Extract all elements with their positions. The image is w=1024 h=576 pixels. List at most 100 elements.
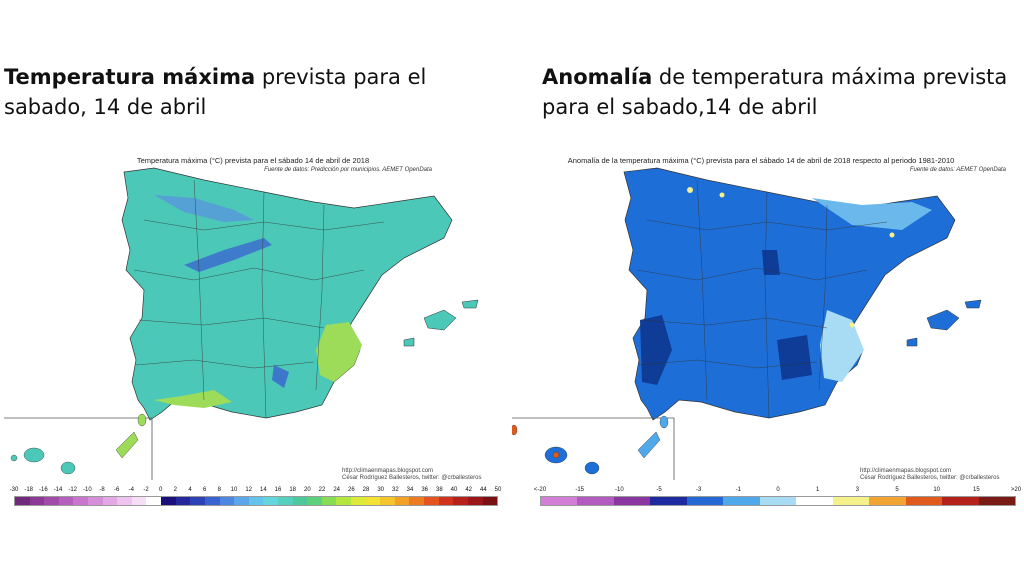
legend-tick-label: 14 xyxy=(259,487,267,493)
legend-swatch xyxy=(102,497,118,505)
legend-tick-label: 15 xyxy=(972,487,980,493)
balearic-menorca xyxy=(461,299,479,309)
light-region-east xyxy=(820,310,864,382)
dark-region-central xyxy=(762,250,780,275)
legend-swatch xyxy=(467,497,483,505)
legend-tick-label: 2 xyxy=(173,487,177,493)
balearic-mallorca xyxy=(926,309,960,331)
legend-tick-label: -2 xyxy=(143,487,149,493)
legend-tick-label: 4 xyxy=(188,487,192,493)
legend-tick-label: -30 xyxy=(9,487,19,493)
legend-tick-label: -3 xyxy=(695,487,702,493)
balearic-menorca xyxy=(964,299,982,309)
headline-left-bold: Temperatura máxima xyxy=(4,65,256,89)
legend-swatch xyxy=(29,497,45,505)
legend-swatch xyxy=(686,497,724,505)
legend-swatch xyxy=(759,497,797,505)
legend-tick-label: 26 xyxy=(347,487,355,493)
legend-tick-label: 0 xyxy=(158,487,163,493)
legend-tick-label: 1 xyxy=(815,487,820,493)
dark-region-west xyxy=(640,315,672,385)
right-map-credit-author: César Rodríguez Ballesteros, twitter: @c… xyxy=(860,475,1000,481)
anomaly-map-graphic xyxy=(512,167,982,480)
legend-tick-label: 38 xyxy=(435,487,443,493)
legend-swatch xyxy=(394,497,410,505)
legend-swatch xyxy=(453,497,468,505)
province-borders xyxy=(636,179,888,419)
legend-tick-label: 20 xyxy=(303,487,311,493)
anomaly-legend: <-20 -15 -10 -5 -3 -1 0 1 3 5 10 15 >20 xyxy=(534,487,1021,511)
legend-swatch xyxy=(942,497,979,505)
canary-islands xyxy=(512,415,669,475)
legend-tick-label: 36 xyxy=(421,487,428,493)
legend-tick-label: -18 xyxy=(24,487,33,493)
legend-tick-label: 10 xyxy=(230,487,238,493)
left-map-source: Fuente de datos: Predicción por municipi… xyxy=(264,167,432,173)
balearic-mallorca xyxy=(423,309,457,331)
light-region-northeast xyxy=(812,198,932,230)
legend-tick-label: -1 xyxy=(735,487,741,493)
legend-tick-label: 32 xyxy=(391,487,399,493)
headline-right-bold: Anomalía xyxy=(542,65,653,89)
cold-region-central xyxy=(184,238,272,272)
cold-region-north xyxy=(154,195,254,222)
legend-tick-label: -4 xyxy=(128,487,134,493)
max-temperature-legend-bar xyxy=(14,496,498,506)
legend-swatch xyxy=(796,497,833,505)
cold-region-southeast xyxy=(272,365,289,388)
legend-swatch xyxy=(832,497,870,505)
right-map-credit-url: http://climaenmapas.blogspot.com xyxy=(860,468,952,474)
legend-tick-label: 3 xyxy=(855,487,859,493)
max-temperature-map: Temperatura máxima (°C) prevista para el… xyxy=(4,150,502,505)
legend-tick-label: 8 xyxy=(217,487,221,493)
legend-tick-label: -12 xyxy=(68,487,77,493)
legend-tick-label: -5 xyxy=(656,487,662,493)
legend-swatch xyxy=(336,497,352,505)
legend-tick-label: -15 xyxy=(575,487,584,493)
legend-tick-label: -6 xyxy=(113,487,120,493)
peninsula-shape xyxy=(121,167,453,421)
legend-tick-label: -14 xyxy=(53,487,63,493)
legend-tick-label: 34 xyxy=(406,487,414,493)
province-borders xyxy=(133,179,385,419)
legend-swatch xyxy=(541,497,578,505)
right-map-source: Fuente de datos: AEMET OpenData xyxy=(909,167,1006,173)
legend-swatch xyxy=(905,497,943,505)
right-map-title: Anomalía de la temperatura máxima (°C) p… xyxy=(567,156,955,165)
legend-swatch xyxy=(409,497,425,505)
legend-swatch xyxy=(263,497,278,505)
headline-anomaly: Anomalía de temperatura máxima prevista … xyxy=(542,62,1024,122)
legend-swatch xyxy=(175,497,191,505)
legend-swatch xyxy=(723,497,760,505)
headline-max-temperature: Temperatura máxima prevista para el saba… xyxy=(4,62,504,122)
legend-swatch xyxy=(869,497,906,505)
legend-swatch xyxy=(248,497,264,505)
legend-swatch xyxy=(613,497,651,505)
canary-islands xyxy=(10,413,147,475)
anomaly-legend-bar xyxy=(540,496,1016,506)
legend-swatch xyxy=(380,497,395,505)
legend-tick-label: 6 xyxy=(202,487,207,493)
legend-tick-label: 22 xyxy=(318,487,326,493)
legend-swatch xyxy=(650,497,687,505)
legend-swatch xyxy=(204,497,220,505)
legend-tick-label: 42 xyxy=(465,487,472,493)
legend-swatch xyxy=(190,497,205,505)
max-temperature-legend-labels: -30 -18 -16 -14 -12 -10 -8 -6 -4 -2 0 2 4 6 8 10 12 14 16 1… xyxy=(10,487,502,495)
legend-swatch xyxy=(73,497,89,505)
legend-tick-label: 40 xyxy=(450,487,458,493)
legend-swatch xyxy=(161,497,176,505)
legend-swatch xyxy=(234,497,249,505)
legend-swatch xyxy=(438,497,454,505)
legend-tick-label: 0 xyxy=(776,487,780,493)
legend-tick-label: 18 xyxy=(289,487,296,493)
legend-tick-label: 28 xyxy=(362,487,370,493)
max-temperature-legend: -30 -18 -16 -14 -12 -10 -8 -6 -4 -2 0 2 4 6 8 10 12 14 16 1… xyxy=(10,487,502,511)
canary-inset-frame xyxy=(4,417,153,480)
legend-swatch xyxy=(15,497,30,505)
legend-swatch xyxy=(577,497,614,505)
anomaly-legend-labels: <-20 -15 -10 -5 -3 -1 0 1 3 5 10 15 >20 xyxy=(534,487,1021,495)
legend-tick-label: >20 xyxy=(1010,487,1022,493)
headline-right-rest: de temperatura máxima prevista para el s… xyxy=(542,65,1008,119)
legend-tick-label: -16 xyxy=(38,487,48,493)
